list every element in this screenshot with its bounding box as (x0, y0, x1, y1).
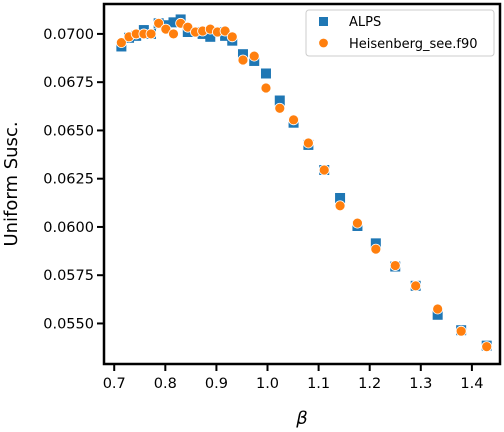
heisenberg-point (153, 17, 165, 29)
heisenberg-point (302, 137, 314, 149)
heisenberg-point (481, 341, 493, 353)
heisenberg-point (318, 164, 330, 176)
heisenberg-point (370, 243, 382, 255)
heisenberg-point (274, 102, 286, 114)
alps-point (432, 309, 443, 320)
heisenberg-point (248, 50, 260, 62)
heisenberg-point (182, 21, 194, 33)
y-tick-label: 0.0675 (43, 75, 94, 91)
x-tick-label: 1.2 (358, 376, 381, 392)
y-tick-label: 0.0700 (43, 27, 94, 43)
legend-label-heisenberg: Heisenberg_see.f90 (349, 37, 478, 52)
y-tick-label: 0.0600 (43, 220, 94, 236)
plot-frame (102, 2, 502, 366)
x-tick-label: 0.7 (103, 376, 126, 392)
axis-ticks: 0.7 0.8 0.9 1.0 1.1 1.2 1.3 1.4 0.0550 0.0575 0.06… (43, 27, 483, 392)
plot-area (104, 4, 500, 364)
heisenberg-point (226, 31, 238, 43)
alps-point (335, 192, 346, 203)
legend: ALPS Heisenberg_see.f90 (305, 9, 495, 57)
x-axis-label: β (295, 408, 308, 429)
heisenberg-point (168, 28, 179, 40)
series-heisenberg (115, 17, 493, 353)
x-tick-label: 1.3 (409, 376, 432, 392)
alps-point (260, 68, 271, 79)
heisenberg-point (410, 280, 422, 292)
heisenberg-point (237, 54, 249, 66)
alps-point (205, 31, 216, 42)
y-tick-label: 0.0550 (43, 316, 94, 332)
alps-point (237, 49, 248, 60)
heisenberg-point (160, 23, 172, 35)
y-tick-label: 0.0625 (43, 172, 94, 188)
legend-marker-alps (319, 17, 328, 26)
x-tick-label: 1.4 (460, 376, 483, 392)
legend-label-alps: ALPS (349, 15, 381, 30)
heisenberg-point (432, 303, 444, 315)
alps-point (370, 238, 381, 249)
heisenberg-point (145, 28, 157, 40)
alps-point (168, 17, 179, 28)
heisenberg-point (352, 217, 363, 229)
heisenberg-point (389, 260, 401, 271)
y-tick-label: 0.0575 (43, 268, 94, 284)
heisenberg-point (455, 325, 467, 337)
data-marks (115, 14, 493, 353)
heisenberg-point (334, 200, 346, 212)
x-tick-label: 1.0 (256, 376, 279, 392)
x-tick-label: 1.1 (307, 376, 330, 392)
y-axis-label: Uniform Susc. (1, 121, 22, 246)
legend-marker-heisenberg (318, 37, 329, 49)
alps-point (274, 95, 285, 106)
heisenberg-point (115, 37, 127, 49)
y-tick-label: 0.0650 (43, 123, 94, 139)
x-tick-label: 0.8 (154, 376, 177, 392)
x-tick-label: 0.9 (205, 376, 228, 392)
heisenberg-point (219, 25, 231, 37)
legend-box (305, 9, 495, 57)
heisenberg-point (260, 82, 272, 94)
heisenberg-point (288, 114, 299, 126)
